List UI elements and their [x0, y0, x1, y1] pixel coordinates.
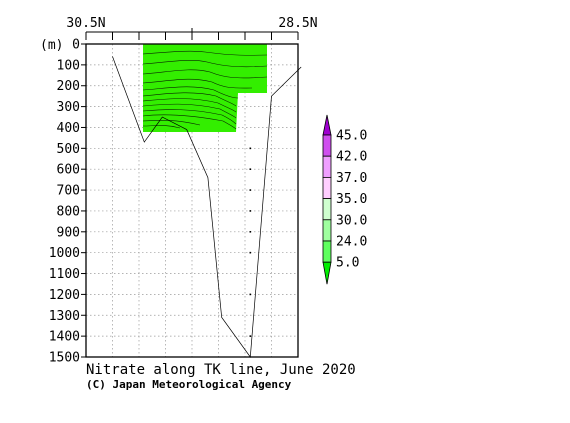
colorbar-extend-top	[322, 114, 332, 136]
y-axis-label: (m)	[40, 38, 63, 53]
credit-text: (C) Japan Meteorological Agency	[86, 378, 292, 391]
colorbar: 45.0 42.0 37.0 35.0 30.0 24.0 5.0	[322, 114, 367, 285]
y-tick-label: 300	[57, 100, 80, 115]
top-axis-ticks	[85, 28, 299, 40]
station-markers	[249, 147, 252, 337]
y-tick-label: 1500	[49, 351, 80, 366]
y-tick-label: 900	[57, 225, 80, 240]
colorbar-segment	[322, 134, 332, 157]
y-tick-label: 700	[57, 184, 80, 199]
nitrate-contours	[142, 50, 268, 130]
y-tick-label: 800	[57, 204, 80, 219]
y-tick-label: 1300	[49, 309, 80, 324]
y-tick-label: 1400	[49, 330, 80, 345]
sample-point	[249, 168, 252, 170]
colorbar-extend-bottom	[322, 261, 332, 285]
colorbar-label: 35.0	[336, 192, 367, 207]
y-tick-label: 100	[57, 58, 80, 73]
y-tick-label: 200	[57, 79, 80, 94]
colorbar-label: 5.0	[336, 256, 359, 271]
sample-point	[249, 231, 252, 233]
colorbar-segment	[322, 155, 332, 178]
sample-point	[249, 293, 252, 296]
x-tick-label-end: 28.5N	[278, 16, 317, 31]
bottom-topography	[112, 56, 302, 358]
colorbar-label: 24.0	[336, 235, 367, 250]
colorbar-label: 30.0	[336, 213, 367, 228]
plot-frame	[85, 43, 299, 358]
x-tick-label-start: 30.5N	[66, 16, 105, 31]
sample-point	[249, 251, 252, 254]
sample-point	[249, 147, 252, 150]
y-tick-label: 600	[57, 163, 80, 178]
y-tick-label: 1200	[49, 288, 80, 303]
sample-point	[249, 210, 252, 212]
y-tick-label: 500	[57, 142, 80, 157]
y-tick-label: 1100	[49, 267, 80, 282]
colorbar-segment	[322, 176, 332, 199]
y-tick-label: 0	[72, 38, 80, 53]
colorbar-label: 45.0	[336, 129, 367, 144]
sample-point	[249, 335, 252, 337]
chart-title: Nitrate along TK line, June 2020	[86, 362, 356, 378]
sample-point	[249, 189, 252, 191]
y-tick-label: 1000	[49, 246, 80, 261]
colorbar-label: 42.0	[336, 150, 367, 165]
colorbar-segment	[322, 240, 332, 263]
colorbar-segment	[322, 219, 332, 242]
colorbar-label: 37.0	[336, 171, 367, 186]
colorbar-segment	[322, 198, 332, 221]
y-axis-ticks	[81, 43, 86, 358]
y-axis-labels: 0 100 200 300 400 500 600 700 800 900 1000 1100 1200…	[49, 38, 80, 366]
y-tick-label: 400	[57, 121, 80, 136]
